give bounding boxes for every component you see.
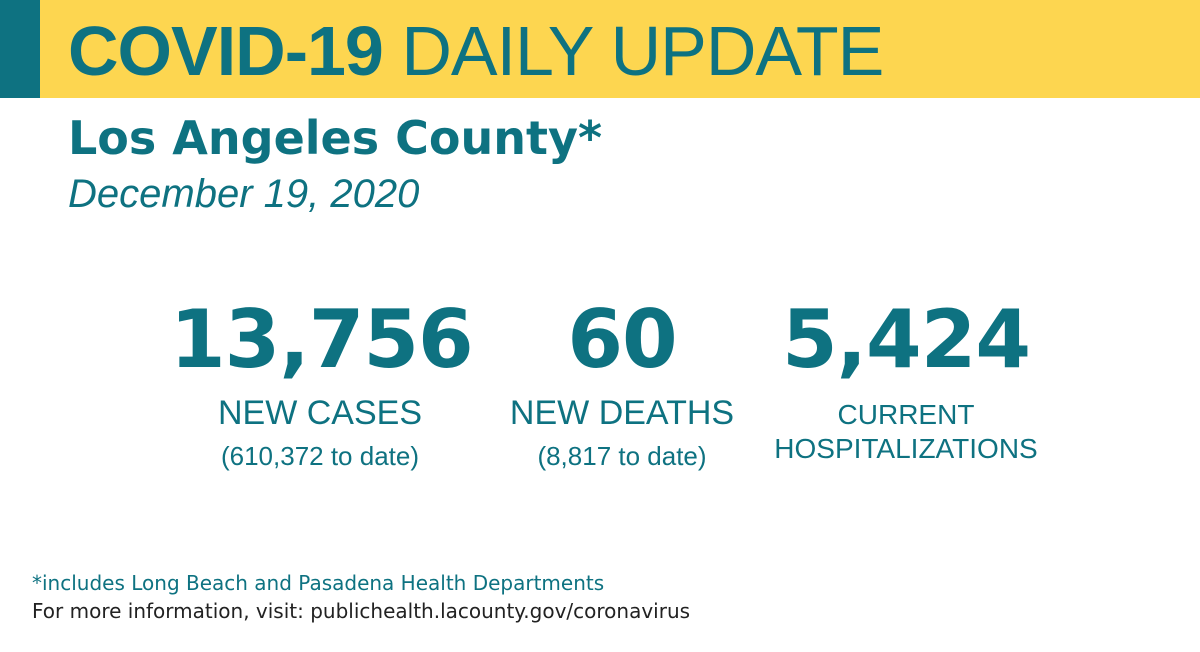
hospitalizations-label-line2: HOSPITALIZATIONS	[774, 433, 1038, 464]
header-accent-bar	[0, 0, 40, 98]
report-date: December 19, 2020	[68, 172, 420, 216]
new-cases-value: 13,756	[170, 293, 474, 386]
new-cases-label: NEW CASES	[217, 394, 423, 432]
stat-new-cases: 13,756 NEW CASES (610,372 to date)	[170, 293, 474, 472]
deaths-to-date: (8,817 to date)	[537, 441, 707, 471]
hospitalizations-value: 5,424	[781, 293, 1031, 386]
title-bold: COVID-19	[68, 12, 384, 90]
stat-hospitalizations: 5,424 CURRENT HOSPITALIZATIONS	[762, 296, 1050, 466]
location-heading: Los Angeles County*	[68, 111, 603, 165]
more-info-text: For more information, visit: publichealt…	[32, 599, 691, 623]
cases-to-date: (610,372 to date)	[220, 441, 420, 471]
stat-new-deaths: 60 NEW DEATHS (8,817 to date)	[486, 296, 758, 472]
hospitalizations-label-line1: CURRENT	[837, 399, 975, 430]
footnote: *includes Long Beach and Pasadena Health…	[32, 571, 605, 595]
title-regular: DAILY UPDATE	[401, 12, 884, 90]
new-deaths-label: NEW DEATHS	[509, 394, 735, 432]
new-deaths-value: 60	[567, 293, 677, 386]
page-title: COVID-19 DAILY UPDATE	[68, 11, 884, 91]
header-banner	[0, 0, 1200, 98]
